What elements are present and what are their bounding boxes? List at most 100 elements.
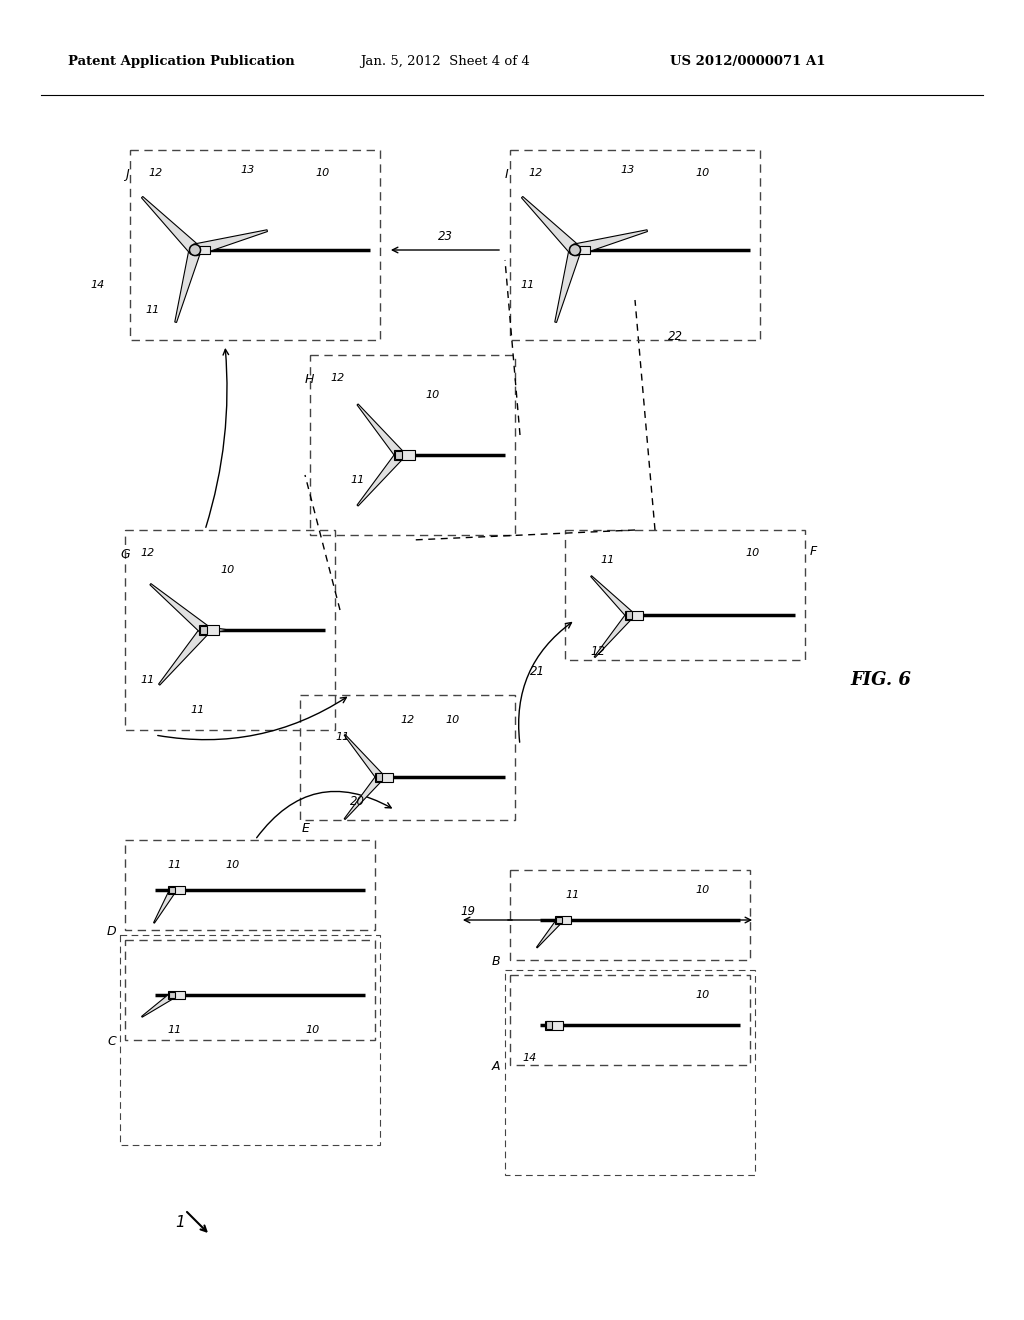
Text: H: H (305, 374, 314, 385)
Text: 10: 10 (220, 565, 234, 576)
Bar (120, 935, 380, 1144)
Text: 13: 13 (240, 165, 254, 176)
Polygon shape (626, 611, 632, 619)
Polygon shape (556, 917, 561, 923)
Text: 10: 10 (695, 884, 710, 895)
Polygon shape (537, 917, 562, 948)
Polygon shape (573, 230, 647, 256)
Bar (130, 150, 380, 341)
Text: 11: 11 (335, 733, 349, 742)
Text: D: D (106, 925, 117, 939)
Polygon shape (555, 248, 581, 322)
Bar (510, 870, 750, 960)
Polygon shape (168, 886, 185, 894)
Text: 11: 11 (350, 475, 365, 484)
Polygon shape (575, 246, 591, 253)
Polygon shape (344, 775, 383, 820)
Text: C: C (106, 1035, 116, 1048)
Polygon shape (344, 734, 383, 780)
Bar (125, 840, 375, 931)
Text: E: E (302, 822, 310, 836)
Text: 21: 21 (530, 665, 545, 678)
Text: 11: 11 (520, 280, 535, 290)
Text: 12: 12 (400, 715, 415, 725)
Text: 11: 11 (190, 705, 204, 715)
Polygon shape (205, 627, 225, 634)
Polygon shape (175, 248, 201, 322)
Text: I: I (505, 168, 509, 181)
Polygon shape (154, 888, 176, 923)
Polygon shape (141, 197, 200, 255)
Polygon shape (159, 627, 209, 685)
Text: 12: 12 (330, 374, 344, 383)
Text: 19: 19 (460, 906, 475, 917)
Text: B: B (492, 954, 501, 968)
Text: 10: 10 (745, 548, 759, 558)
Text: 10: 10 (225, 861, 240, 870)
Text: 11: 11 (600, 554, 614, 565)
Text: FIG. 6: FIG. 6 (850, 671, 911, 689)
Polygon shape (169, 887, 175, 894)
Text: 1: 1 (175, 1214, 184, 1230)
Text: J: J (125, 168, 129, 181)
Text: 10: 10 (315, 168, 330, 178)
Polygon shape (357, 451, 403, 506)
Polygon shape (594, 612, 633, 657)
Polygon shape (169, 991, 175, 998)
Text: 10: 10 (445, 715, 459, 725)
Polygon shape (521, 197, 580, 255)
Circle shape (569, 244, 581, 256)
Polygon shape (168, 991, 185, 999)
Polygon shape (141, 993, 175, 1018)
Polygon shape (625, 610, 643, 619)
Polygon shape (376, 774, 382, 780)
Polygon shape (375, 772, 392, 781)
Text: F: F (810, 545, 817, 558)
Text: 14: 14 (90, 280, 104, 290)
Text: 11: 11 (167, 861, 181, 870)
Text: 14: 14 (522, 1053, 537, 1063)
Text: Jan. 5, 2012  Sheet 4 of 4: Jan. 5, 2012 Sheet 4 of 4 (360, 55, 529, 69)
Text: 13: 13 (620, 165, 634, 176)
Text: US 2012/0000071 A1: US 2012/0000071 A1 (670, 55, 825, 69)
Polygon shape (555, 916, 571, 924)
Polygon shape (199, 624, 219, 635)
Text: 11: 11 (167, 1026, 181, 1035)
Polygon shape (591, 576, 633, 618)
Text: 10: 10 (695, 990, 710, 1001)
Bar (125, 531, 335, 730)
Bar (565, 531, 805, 660)
Polygon shape (357, 404, 403, 458)
Text: 22: 22 (668, 330, 683, 343)
Text: 10: 10 (425, 389, 439, 400)
Bar (510, 150, 760, 341)
Circle shape (189, 244, 201, 256)
Text: A: A (492, 1060, 501, 1073)
Polygon shape (195, 246, 210, 253)
Text: 12: 12 (148, 168, 162, 178)
Text: G: G (120, 548, 130, 561)
Bar (510, 975, 750, 1065)
Text: 20: 20 (350, 795, 365, 808)
Text: 11: 11 (140, 675, 155, 685)
Circle shape (189, 244, 201, 256)
Text: 23: 23 (437, 230, 453, 243)
Bar (310, 355, 515, 535)
Polygon shape (150, 583, 208, 634)
Bar (505, 970, 755, 1175)
Circle shape (569, 244, 581, 256)
Polygon shape (546, 1022, 552, 1028)
Polygon shape (393, 450, 415, 461)
Text: 12: 12 (140, 548, 155, 558)
Text: 10: 10 (305, 1026, 319, 1035)
Text: 12: 12 (590, 645, 605, 657)
Text: 11: 11 (145, 305, 160, 315)
Text: 11: 11 (565, 890, 580, 900)
Polygon shape (200, 626, 207, 634)
Text: 10: 10 (695, 168, 710, 178)
Text: 12: 12 (528, 168, 543, 178)
Text: Patent Application Publication: Patent Application Publication (68, 55, 295, 69)
Polygon shape (395, 450, 402, 459)
Bar (300, 696, 515, 820)
Bar (125, 940, 375, 1040)
